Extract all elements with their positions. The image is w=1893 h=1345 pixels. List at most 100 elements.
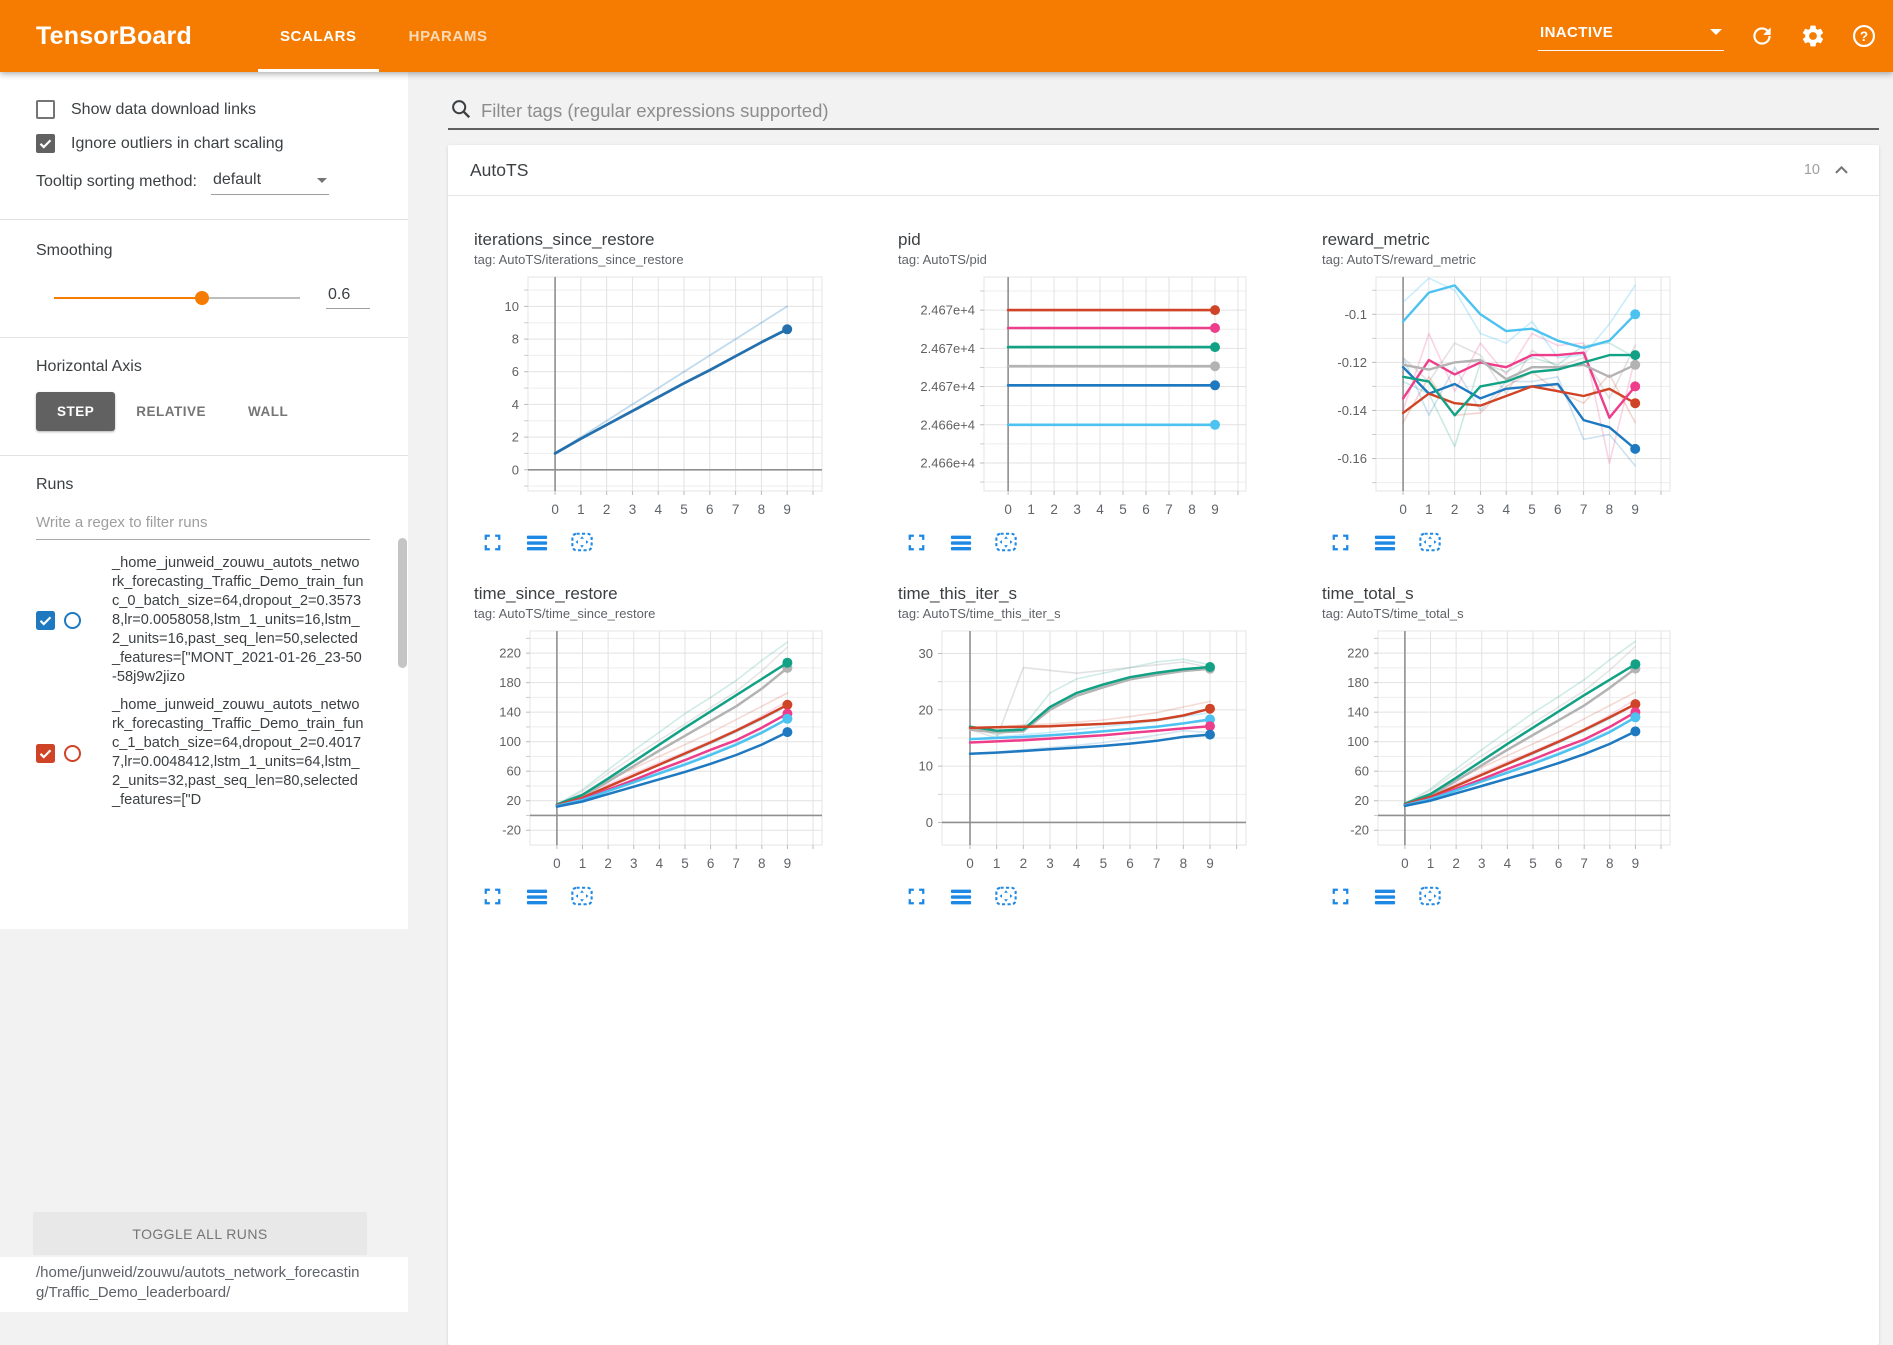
smoothing-slider-knob[interactable] bbox=[195, 291, 209, 305]
menu-bars-icon[interactable] bbox=[950, 532, 972, 554]
series-run-gray-raw bbox=[557, 647, 788, 805]
chart-tag: tag: AutoTS/reward_metric bbox=[1322, 252, 1744, 267]
fit-domain-icon[interactable] bbox=[571, 886, 593, 908]
svg-text:9: 9 bbox=[1206, 856, 1214, 871]
menu-bars-icon[interactable] bbox=[1374, 886, 1396, 908]
svg-text:9: 9 bbox=[1211, 502, 1219, 517]
toggle-all-runs-button[interactable]: TOGGLE ALL RUNS bbox=[33, 1212, 367, 1255]
tab-hparams[interactable]: HPARAMS bbox=[383, 0, 514, 72]
chart-tag: tag: AutoTS/time_total_s bbox=[1322, 606, 1744, 621]
tooltip-sorting-select[interactable]: default bbox=[211, 171, 329, 195]
menu-bars-icon[interactable] bbox=[526, 886, 548, 908]
haxis-wall-button[interactable]: WALL bbox=[227, 392, 309, 431]
expand-chart-icon[interactable] bbox=[482, 532, 503, 554]
ignore-outliers-checkbox[interactable]: Ignore outliers in chart scaling bbox=[36, 134, 370, 153]
menu-bars-icon[interactable] bbox=[1374, 532, 1396, 554]
svg-text:60: 60 bbox=[507, 764, 521, 779]
chart-footer-icons bbox=[482, 886, 896, 908]
svg-text:2: 2 bbox=[1020, 856, 1028, 871]
chart-footer-icons bbox=[906, 532, 1320, 554]
fit-domain-icon[interactable] bbox=[1419, 886, 1441, 908]
sidebar-scrollbar[interactable] bbox=[398, 538, 407, 668]
tab-scalars[interactable]: SCALARS bbox=[254, 0, 383, 72]
svg-text:1: 1 bbox=[1027, 502, 1035, 517]
series-endpoint-run-cyan bbox=[1630, 309, 1640, 319]
card-title: AutoTS bbox=[470, 160, 528, 181]
svg-text:3: 3 bbox=[1478, 856, 1486, 871]
fit-domain-icon[interactable] bbox=[1419, 532, 1441, 554]
series-run-gray bbox=[970, 669, 1210, 733]
refresh-icon[interactable] bbox=[1748, 23, 1775, 50]
svg-text:4: 4 bbox=[1073, 856, 1081, 871]
svg-text:3: 3 bbox=[629, 502, 637, 517]
status-dropdown[interactable]: INACTIVE bbox=[1538, 22, 1724, 51]
series-endpoint-run-blue bbox=[1210, 380, 1220, 390]
settings-gear-icon[interactable] bbox=[1799, 23, 1826, 50]
svg-text:-0.16: -0.16 bbox=[1337, 451, 1367, 466]
run-checkbox[interactable] bbox=[36, 744, 55, 763]
svg-text:0: 0 bbox=[966, 856, 974, 871]
svg-text:8: 8 bbox=[1188, 502, 1196, 517]
svg-text:5: 5 bbox=[1119, 502, 1127, 517]
svg-text:0: 0 bbox=[926, 815, 933, 830]
series-endpoint-run-pink bbox=[1210, 323, 1220, 333]
tooltip-sorting-label: Tooltip sorting method: bbox=[36, 173, 197, 195]
show-download-links-checkbox[interactable]: Show data download links bbox=[36, 100, 370, 119]
card-header[interactable]: AutoTS 10 bbox=[448, 145, 1879, 196]
run-checkbox[interactable] bbox=[36, 611, 55, 630]
svg-text:20: 20 bbox=[1355, 793, 1369, 808]
svg-text:1: 1 bbox=[1425, 502, 1433, 517]
expand-chart-icon[interactable] bbox=[482, 886, 503, 908]
expand-chart-icon[interactable] bbox=[906, 886, 927, 908]
series-endpoint-run-gray bbox=[1210, 361, 1220, 371]
log-directory-path: /home/junweid/zouwu/autots_network_forec… bbox=[0, 1257, 408, 1312]
svg-text:8: 8 bbox=[1180, 856, 1188, 871]
svg-text:1: 1 bbox=[579, 856, 587, 871]
search-icon bbox=[450, 98, 472, 120]
chart-tag: tag: AutoTS/pid bbox=[898, 252, 1320, 267]
svg-text:20: 20 bbox=[919, 702, 933, 717]
expand-chart-icon[interactable] bbox=[1330, 532, 1351, 554]
smoothing-value-field[interactable]: 0.6 bbox=[326, 286, 370, 309]
series-endpoint-run-blue bbox=[1630, 726, 1640, 736]
series-endpoint-run-green bbox=[1210, 342, 1220, 352]
tag-filter-input[interactable] bbox=[481, 100, 1879, 122]
expand-chart-icon[interactable] bbox=[1330, 886, 1351, 908]
svg-text:3: 3 bbox=[1477, 502, 1485, 517]
svg-text:?: ? bbox=[1859, 29, 1867, 44]
series-endpoint-run-cyan bbox=[782, 714, 792, 724]
run-radio[interactable] bbox=[64, 612, 81, 629]
series-endpoint-run-green bbox=[782, 658, 792, 668]
series-endpoint-run-red bbox=[1205, 704, 1215, 714]
svg-text:180: 180 bbox=[499, 675, 521, 690]
help-icon[interactable]: ? bbox=[1850, 23, 1877, 50]
chevron-up-icon[interactable] bbox=[1832, 161, 1851, 180]
smoothing-slider[interactable] bbox=[54, 291, 300, 305]
run-name[interactable]: _home_junweid_zouwu_autots_network_forec… bbox=[112, 554, 364, 687]
haxis-relative-button[interactable]: RELATIVE bbox=[115, 392, 227, 431]
svg-text:180: 180 bbox=[1347, 675, 1369, 690]
fit-domain-icon[interactable] bbox=[571, 532, 593, 554]
series-endpoint-run-gray bbox=[1630, 360, 1640, 370]
run-item: _home_junweid_zouwu_autots_network_forec… bbox=[36, 554, 370, 687]
series-all-runs-smoothed bbox=[555, 329, 787, 453]
fit-domain-icon[interactable] bbox=[995, 532, 1017, 554]
svg-text:6: 6 bbox=[1142, 502, 1150, 517]
run-name[interactable]: _home_junweid_zouwu_autots_network_forec… bbox=[112, 696, 364, 810]
runs-filter-input[interactable] bbox=[36, 510, 370, 540]
run-radio[interactable] bbox=[64, 745, 81, 762]
svg-text:2: 2 bbox=[512, 430, 519, 445]
haxis-step-button[interactable]: STEP bbox=[36, 392, 115, 431]
svg-text:0: 0 bbox=[553, 856, 561, 871]
series-endpoint-run-green bbox=[1630, 659, 1640, 669]
fit-domain-icon[interactable] bbox=[995, 886, 1017, 908]
svg-text:140: 140 bbox=[1347, 705, 1369, 720]
menu-bars-icon[interactable] bbox=[950, 886, 972, 908]
svg-text:6: 6 bbox=[706, 502, 714, 517]
expand-chart-icon[interactable] bbox=[906, 532, 927, 554]
menu-bars-icon[interactable] bbox=[526, 532, 548, 554]
svg-text:1: 1 bbox=[577, 502, 585, 517]
